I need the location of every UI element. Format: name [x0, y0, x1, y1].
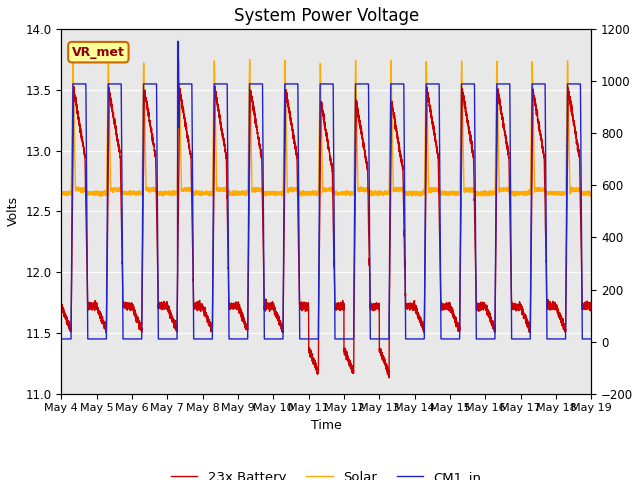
- CM1_in: [588, 336, 595, 342]
- Solar: [586, 190, 593, 196]
- 23x Battery: [171, 323, 179, 328]
- CM1_in: [165, 336, 173, 342]
- 23x Battery: [211, 84, 219, 89]
- CM1_in: [173, 38, 181, 44]
- 23x Battery: [256, 141, 264, 147]
- Solar: [475, 190, 483, 196]
- Solar: [171, 191, 179, 196]
- Solar: [399, 190, 407, 195]
- CM1_in: [171, 336, 179, 342]
- Solar: [165, 192, 173, 197]
- Solar: [104, 56, 112, 62]
- 23x Battery: [586, 303, 593, 309]
- CM1_in: [58, 336, 65, 342]
- Title: System Power Voltage: System Power Voltage: [234, 7, 419, 25]
- Solar: [58, 191, 65, 196]
- Line: 23x Battery: 23x Battery: [61, 86, 591, 378]
- CM1_in: [399, 81, 407, 87]
- Solar: [588, 190, 595, 196]
- Legend: 23x Battery, Solar, CM1_in: 23x Battery, Solar, CM1_in: [166, 466, 487, 480]
- 23x Battery: [58, 302, 65, 308]
- X-axis label: Time: Time: [311, 419, 342, 432]
- Solar: [256, 187, 264, 192]
- 23x Battery: [588, 304, 595, 310]
- CM1_in: [475, 336, 483, 342]
- Y-axis label: Volts: Volts: [7, 196, 20, 227]
- Text: VR_met: VR_met: [72, 46, 125, 59]
- 23x Battery: [475, 304, 483, 310]
- Solar: [587, 194, 595, 200]
- CM1_in: [256, 81, 264, 87]
- CM1_in: [586, 336, 593, 342]
- Line: Solar: Solar: [61, 59, 591, 197]
- 23x Battery: [165, 306, 173, 312]
- 23x Battery: [399, 190, 407, 196]
- 23x Battery: [385, 375, 393, 381]
- Line: CM1_in: CM1_in: [61, 41, 591, 339]
